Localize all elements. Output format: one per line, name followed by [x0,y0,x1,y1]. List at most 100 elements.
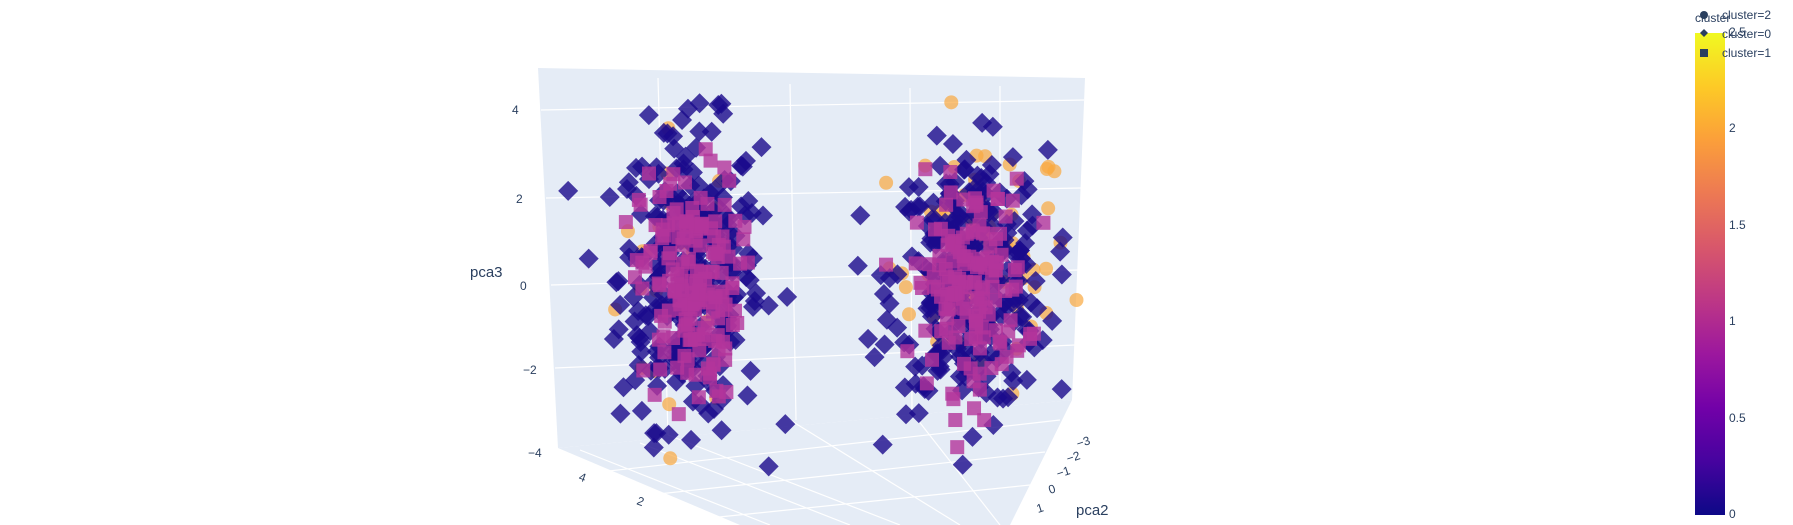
z-tick-m2: −2 [523,363,537,377]
point-cluster-0 [987,387,1008,408]
z-tick-2: 2 [516,192,523,206]
point-cluster-1 [900,344,915,359]
point-cluster-1 [737,219,752,234]
point-cluster-0 [704,179,725,200]
point-cluster-1 [919,376,934,391]
point-cluster-1 [629,253,644,268]
point-cluster-1 [722,173,737,188]
point-cluster-1 [918,323,933,338]
point-cluster-1 [991,191,1006,206]
point-cluster-2 [901,307,916,322]
point-cluster-1 [932,258,947,273]
point-cluster-0 [610,403,631,424]
point-cluster-0 [777,286,798,307]
point-cluster-1 [677,175,692,190]
point-cluster-1 [714,265,729,280]
point-cluster-1 [717,197,732,212]
point-cluster-1 [654,308,669,323]
colorbar-tick-0-5: 0.5 [1729,411,1746,425]
y-tick-0: 0 [1047,481,1058,496]
point-cluster-1 [676,231,691,246]
point-cluster-1 [711,342,726,357]
point-cluster-0 [631,341,652,362]
point-cluster-1 [670,360,685,375]
gridline-v-1 [789,83,797,421]
points-layer [558,93,1084,477]
y-tick-m1: −1 [1055,463,1073,481]
point-cluster-0 [1037,139,1058,160]
point-cluster-1 [667,216,682,231]
point-cluster-0 [606,272,627,293]
scene-3d[interactable] [538,68,1100,525]
point-cluster-1 [688,367,703,382]
point-cluster-1 [939,197,954,212]
point-cluster-0 [608,319,629,340]
point-cluster-0 [638,105,659,126]
point-cluster-1 [1023,331,1038,346]
gridline-floor-0 [579,449,771,525]
colorbar-tick-2-5: 2.5 [1729,25,1746,39]
point-cluster-0 [952,454,973,475]
point-cluster-2 [879,175,894,190]
point-cluster-0 [981,154,1002,175]
point-cluster-1 [691,390,706,405]
point-cluster-1 [927,222,942,237]
point-cluster-1 [972,382,987,397]
point-cluster-1 [985,269,1000,284]
point-cluster-0 [1050,241,1071,262]
point-cluster-0 [879,293,900,314]
legend-item-cluster-0[interactable]: cluster=0 [1700,27,1771,41]
point-cluster-1 [694,264,709,279]
point-cluster-1 [661,251,676,266]
circle-icon [1700,11,1708,19]
legend-item-cluster-2[interactable]: cluster=2 [1700,8,1771,22]
y-tick-1: 1 [1035,500,1046,515]
point-cluster-1 [908,256,923,271]
point-cluster-1 [941,335,956,350]
point-cluster-1 [976,226,991,241]
gridline-floor-3 [789,419,961,525]
point-cluster-0 [1052,227,1073,248]
point-cluster-1 [943,164,958,179]
point-cluster-1 [651,332,666,347]
point-cluster-2 [944,95,959,110]
point-cluster-1 [671,407,686,422]
point-cluster-1 [707,290,722,305]
point-cluster-2 [1069,293,1084,308]
point-cluster-0 [1002,147,1023,168]
point-cluster-0 [923,192,944,213]
point-cluster-1 [636,363,651,378]
point-cluster-1 [659,184,674,199]
x-tick-4: 4 [577,470,588,486]
point-cluster-0 [847,255,868,276]
point-cluster-1 [680,352,695,367]
point-cluster-1 [679,214,694,229]
legend-label: cluster=1 [1722,46,1771,60]
point-cluster-1 [703,370,718,385]
point-cluster-0 [689,121,710,142]
point-cluster-0 [599,187,620,208]
point-cluster-0 [638,305,659,326]
point-cluster-1 [719,385,734,400]
point-cluster-2 [898,280,913,295]
point-cluster-0 [1051,264,1072,285]
colorbar-tick-1-5: 1.5 [1729,218,1746,232]
point-cluster-0 [908,176,929,197]
point-cluster-1 [943,185,958,200]
point-cluster-1 [692,343,707,358]
point-cluster-0 [701,121,722,142]
legend[interactable]: cluster cluster=2 cluster=0 cluster=1 [1695,8,1771,60]
point-cluster-0 [751,137,772,158]
point-cluster-0 [711,420,732,441]
point-cluster-0 [675,146,696,167]
point-cluster-1 [955,230,970,245]
colorbar-tick-0: 0 [1729,507,1736,521]
point-cluster-1 [925,352,940,367]
point-cluster-0 [643,437,664,458]
legend-item-cluster-1[interactable]: cluster=1 [1700,46,1771,60]
point-cluster-1 [967,401,982,416]
point-cluster-1 [994,357,1009,372]
point-cluster-1 [700,196,715,211]
point-cluster-1 [730,315,745,330]
